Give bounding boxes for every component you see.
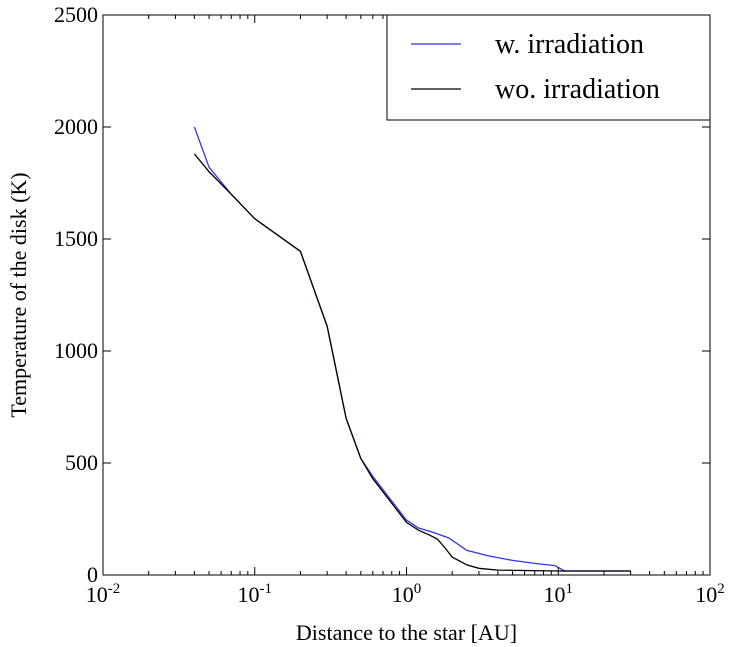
x-tick-label: 102 xyxy=(695,581,725,607)
y-tick-label: 2000 xyxy=(54,114,98,139)
x-tick-label: 10-2 xyxy=(86,581,121,607)
y-tick-label: 0 xyxy=(87,562,98,587)
y-tick-label: 500 xyxy=(65,450,98,475)
x-tick-label: 100 xyxy=(392,581,422,607)
legend-label: w. irradiation xyxy=(495,29,644,60)
axis-ticks: 10-2 10-1 100 101 102 0 500 1000 1500 2000 2500 xyxy=(54,2,725,607)
series-line-with-irradiation xyxy=(193,126,631,572)
x-axis-label: Distance to the star [AU] xyxy=(296,620,517,645)
x-tick-label: 101 xyxy=(544,581,574,607)
y-tick-label: 1500 xyxy=(54,226,98,251)
chart-marks xyxy=(193,126,631,572)
y-axis-label: Temperature of the disk (K) xyxy=(6,172,31,417)
series-line-without-irradiation xyxy=(193,153,631,572)
legend-box xyxy=(386,14,711,121)
y-tick-label: 2500 xyxy=(54,2,98,27)
legend-label: wo. irradiation xyxy=(495,74,660,105)
legend: w. irradiation wo. irradiation xyxy=(386,14,711,121)
x-tick-label: 10-1 xyxy=(238,581,273,607)
y-tick-label: 1000 xyxy=(54,338,98,363)
